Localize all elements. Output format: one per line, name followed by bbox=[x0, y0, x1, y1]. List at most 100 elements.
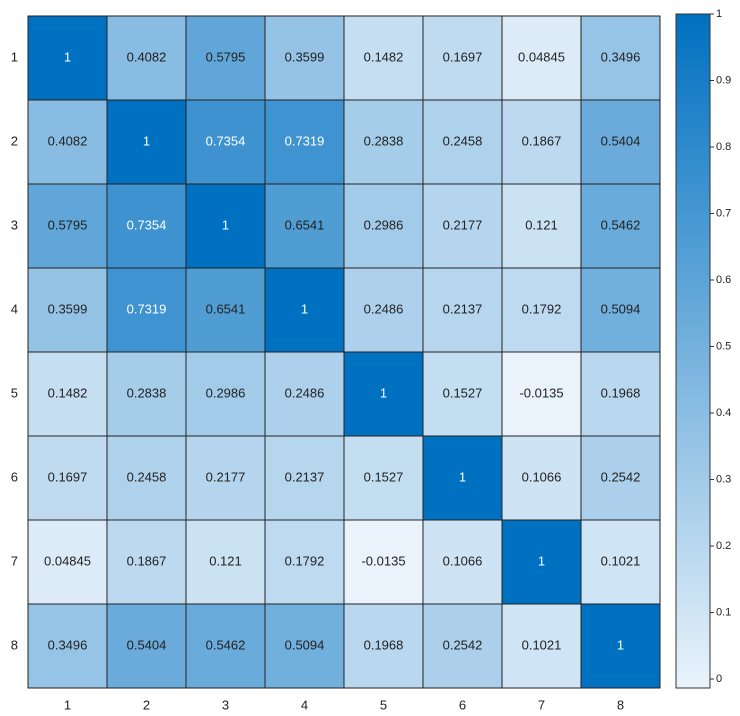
y-tick-label: 2 bbox=[11, 133, 18, 148]
cell-label: 0.1066 bbox=[522, 469, 562, 484]
x-tick-label: 1 bbox=[64, 697, 71, 712]
cell bbox=[580, 603, 661, 689]
cell bbox=[343, 351, 424, 437]
colorbar-tick-label: 1 bbox=[716, 8, 722, 20]
cell-label: 0.2986 bbox=[364, 217, 404, 232]
cell bbox=[343, 603, 424, 689]
cell bbox=[185, 435, 266, 521]
cell bbox=[27, 519, 108, 605]
cell bbox=[343, 519, 424, 605]
cell-label: 0.1697 bbox=[443, 49, 483, 64]
cell-label: 0.2458 bbox=[127, 469, 167, 484]
cell-label: 0.1021 bbox=[522, 637, 562, 652]
cell-label: 0.1697 bbox=[48, 469, 88, 484]
cell-label: 0.5404 bbox=[601, 133, 641, 148]
cell-label: 0.1527 bbox=[443, 385, 483, 400]
cell bbox=[580, 183, 661, 269]
cell-label: 0.1867 bbox=[522, 133, 562, 148]
cell bbox=[422, 15, 503, 101]
colorbar-tick-label: 0.9 bbox=[716, 74, 731, 86]
cell-label: 1 bbox=[538, 553, 545, 568]
cell bbox=[580, 435, 661, 521]
colorbar-tick-label: 0.3 bbox=[716, 473, 731, 485]
cell bbox=[343, 183, 424, 269]
cell-label: 0.121 bbox=[209, 553, 242, 568]
cell bbox=[106, 603, 187, 689]
cell-label: 0.2177 bbox=[206, 469, 246, 484]
cell bbox=[185, 15, 266, 101]
cell-label: 0.6541 bbox=[285, 217, 325, 232]
x-tick-label: 3 bbox=[222, 697, 229, 712]
cell-label: 0.2838 bbox=[127, 385, 167, 400]
cell bbox=[106, 183, 187, 269]
cell-label: 0.2137 bbox=[443, 301, 483, 316]
cell bbox=[343, 15, 424, 101]
cell-label: 0.1066 bbox=[443, 553, 483, 568]
cell bbox=[264, 351, 345, 437]
cell-label: 1 bbox=[143, 133, 150, 148]
cell-label: 0.5404 bbox=[127, 637, 167, 652]
cell-label: -0.0135 bbox=[361, 553, 405, 568]
cell-label: 0.1867 bbox=[127, 553, 167, 568]
cell-label: 0.2486 bbox=[285, 385, 325, 400]
x-tick-label: 6 bbox=[459, 697, 466, 712]
cell-label: 0.5094 bbox=[601, 301, 641, 316]
cell bbox=[27, 183, 108, 269]
cell bbox=[264, 99, 345, 185]
colorbar-tick-label: 0.8 bbox=[716, 141, 731, 153]
cell-label: 0.7354 bbox=[206, 133, 246, 148]
cell bbox=[501, 351, 582, 437]
cell bbox=[106, 99, 187, 185]
cell-label: 1 bbox=[64, 49, 71, 64]
cell bbox=[264, 15, 345, 101]
y-tick-label: 8 bbox=[11, 637, 18, 652]
colorbar-tick-label: 0.4 bbox=[716, 407, 731, 419]
cell-label: 0.7319 bbox=[127, 301, 167, 316]
cell-label: 0.2458 bbox=[443, 133, 483, 148]
cell-label: 0.1021 bbox=[601, 553, 641, 568]
y-tick-label: 7 bbox=[11, 553, 18, 568]
cell-label: 0.2542 bbox=[443, 637, 483, 652]
cell-label: 0.6541 bbox=[206, 301, 246, 316]
cell-label: 0.1527 bbox=[364, 469, 404, 484]
cell bbox=[501, 519, 582, 605]
cell-label: 0.5094 bbox=[285, 637, 325, 652]
cell-label: 0.5462 bbox=[601, 217, 641, 232]
cell bbox=[343, 267, 424, 353]
cell bbox=[185, 519, 266, 605]
cell bbox=[580, 519, 661, 605]
cell bbox=[185, 267, 266, 353]
cell-label: 0.2838 bbox=[364, 133, 404, 148]
x-tick-label: 7 bbox=[538, 697, 545, 712]
cell-label: 0.1482 bbox=[48, 385, 88, 400]
cell bbox=[185, 603, 266, 689]
cell-label: 1 bbox=[301, 301, 308, 316]
cell-label: 0.2986 bbox=[206, 385, 246, 400]
cell-label: 0.1792 bbox=[285, 553, 325, 568]
cell-label: 0.3599 bbox=[48, 301, 88, 316]
cell-label: 0.7354 bbox=[127, 217, 167, 232]
cell-label: 0.5462 bbox=[206, 637, 246, 652]
cell-label: 0.2542 bbox=[601, 469, 641, 484]
cell-label: 0.1968 bbox=[364, 637, 404, 652]
cell bbox=[27, 603, 108, 689]
cell bbox=[185, 183, 266, 269]
cell bbox=[422, 435, 503, 521]
cell bbox=[422, 183, 503, 269]
cell-label: 0.2486 bbox=[364, 301, 404, 316]
cell-label: -0.0135 bbox=[519, 385, 563, 400]
colorbar-tick-label: 0.7 bbox=[716, 207, 731, 219]
cell bbox=[580, 15, 661, 101]
cell bbox=[422, 603, 503, 689]
cell-label: 1 bbox=[617, 637, 624, 652]
y-tick-label: 5 bbox=[11, 385, 18, 400]
cell-label: 1 bbox=[459, 469, 466, 484]
cell-label: 1 bbox=[222, 217, 229, 232]
cell-label: 0.5795 bbox=[48, 217, 88, 232]
cell bbox=[264, 183, 345, 269]
cell bbox=[343, 435, 424, 521]
cell-label: 0.7319 bbox=[285, 133, 325, 148]
cell-label: 0.4082 bbox=[48, 133, 88, 148]
cell bbox=[501, 435, 582, 521]
x-tick-label: 4 bbox=[301, 697, 308, 712]
